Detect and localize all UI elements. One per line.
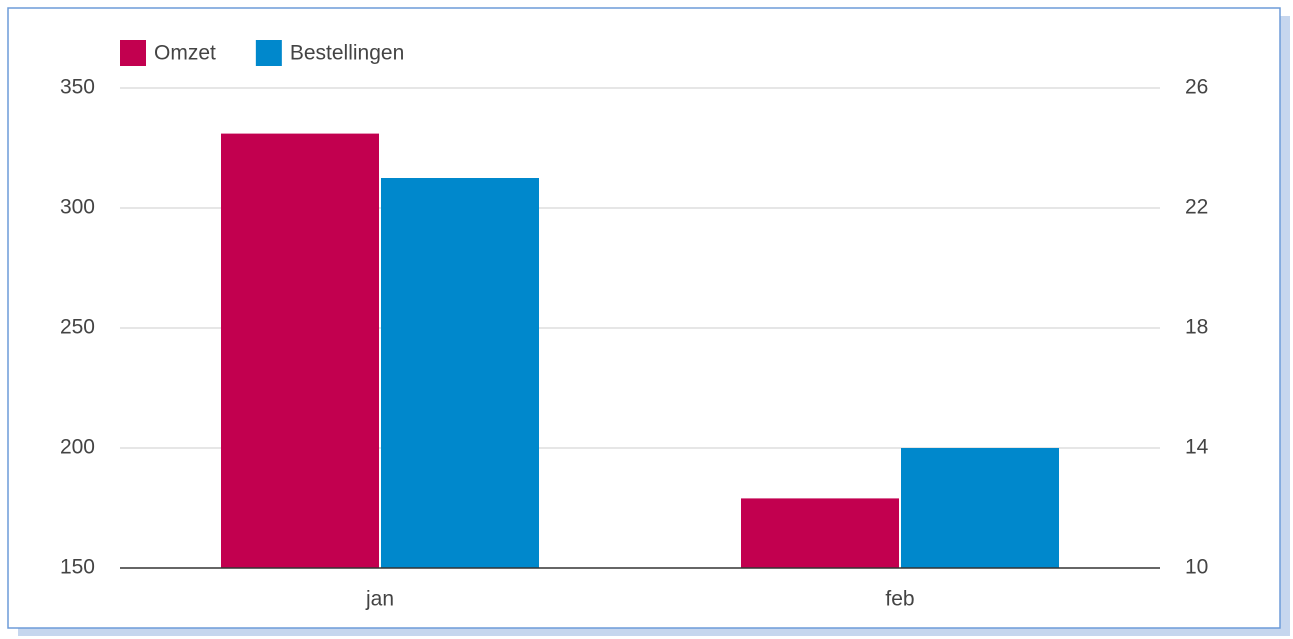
legend-swatch bbox=[255, 40, 282, 66]
bar bbox=[221, 133, 379, 568]
bar bbox=[741, 498, 899, 568]
y2-tick-label: 14 bbox=[1185, 436, 1209, 459]
y-tick-label: 200 bbox=[60, 436, 95, 459]
y-tick-label: 250 bbox=[60, 316, 95, 339]
bar bbox=[901, 448, 1059, 568]
y-tick-label: 350 bbox=[60, 76, 95, 99]
y2-tick-label: 22 bbox=[1185, 196, 1208, 219]
y2-tick-label: 18 bbox=[1185, 316, 1208, 339]
legend-label: Bestellingen bbox=[290, 42, 404, 65]
y2-tick-label: 26 bbox=[1185, 76, 1208, 99]
y2-tick-label: 10 bbox=[1185, 556, 1208, 579]
y-tick-label: 300 bbox=[60, 196, 95, 219]
bar bbox=[381, 178, 539, 568]
x-tick-label: jan bbox=[365, 588, 394, 611]
x-tick-label: feb bbox=[885, 588, 914, 611]
legend-swatch bbox=[120, 40, 146, 66]
y-tick-label: 150 bbox=[60, 556, 95, 579]
frame bbox=[7, 7, 1281, 629]
legend-label: Omzet bbox=[154, 42, 216, 65]
